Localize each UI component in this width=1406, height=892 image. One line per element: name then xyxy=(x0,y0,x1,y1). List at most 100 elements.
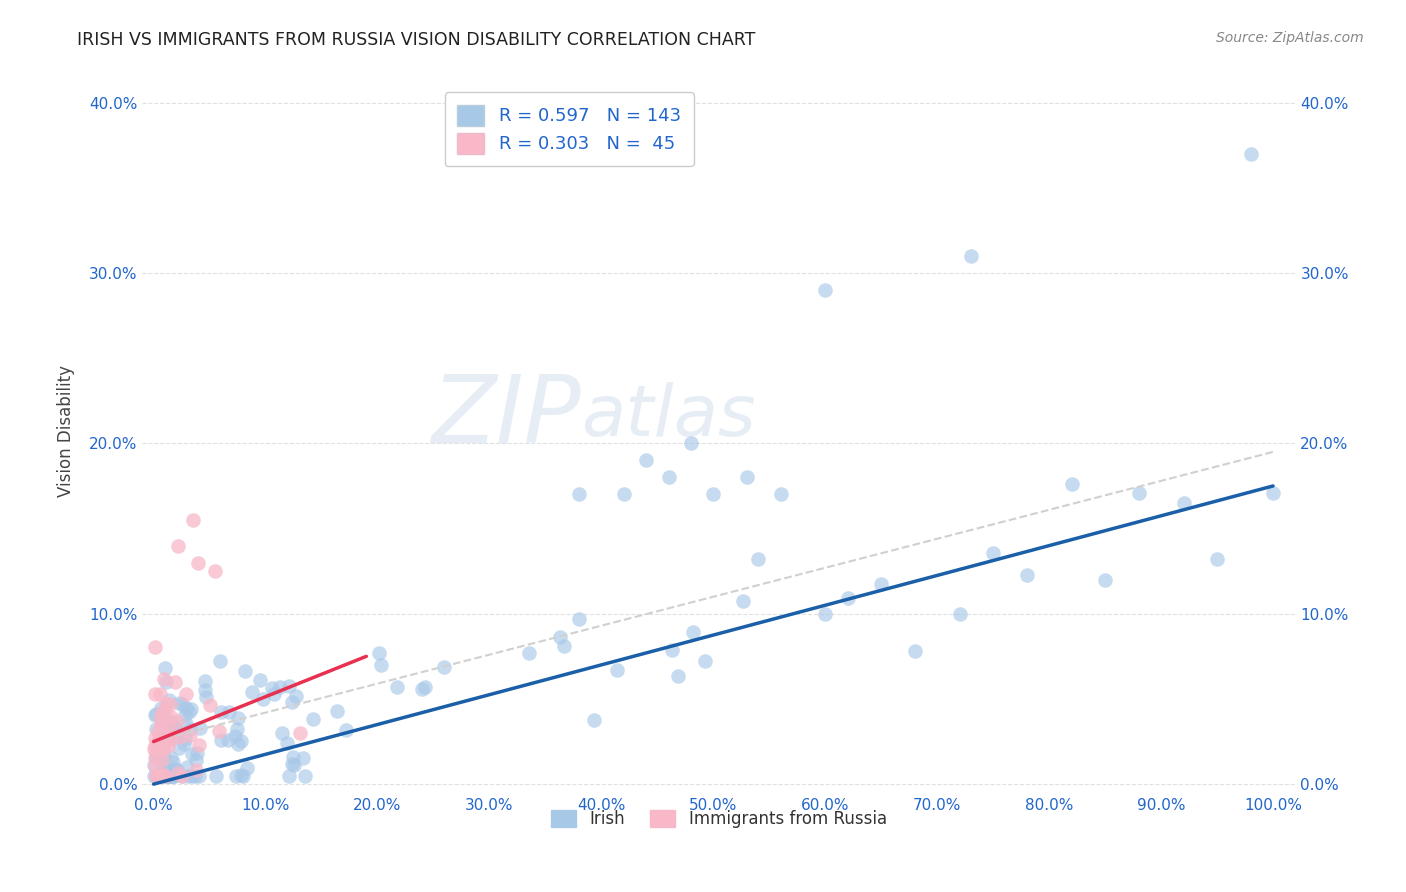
Point xyxy=(184,763,207,777)
Point xyxy=(163,769,186,783)
Point xyxy=(155,731,177,745)
Point xyxy=(165,762,187,776)
Point xyxy=(156,739,179,753)
Point xyxy=(181,769,204,783)
Point xyxy=(1060,476,1083,491)
Point xyxy=(150,768,173,782)
Point xyxy=(155,769,177,783)
Point xyxy=(181,513,204,527)
Point xyxy=(160,710,183,724)
Point xyxy=(548,630,571,644)
Point xyxy=(240,685,263,699)
Point xyxy=(184,753,207,767)
Point xyxy=(153,704,176,718)
Point xyxy=(167,539,190,553)
Point xyxy=(733,594,755,608)
Point xyxy=(155,763,177,777)
Point xyxy=(160,727,183,741)
Point xyxy=(148,769,170,783)
Point xyxy=(1094,574,1116,588)
Point xyxy=(159,769,181,783)
Point xyxy=(695,654,717,668)
Point xyxy=(236,761,259,775)
Point xyxy=(198,698,221,712)
Point xyxy=(294,769,316,783)
Point xyxy=(167,741,190,756)
Point xyxy=(814,283,837,297)
Point xyxy=(194,674,217,689)
Point xyxy=(157,693,180,707)
Point xyxy=(277,679,299,693)
Point xyxy=(837,591,859,606)
Point xyxy=(143,758,166,772)
Point xyxy=(160,714,183,729)
Point xyxy=(159,751,181,765)
Point xyxy=(870,577,893,591)
Point xyxy=(155,674,177,689)
Point xyxy=(174,716,197,731)
Point xyxy=(187,556,209,570)
Point xyxy=(225,769,247,783)
Point xyxy=(368,646,391,660)
Point xyxy=(335,723,357,737)
Point xyxy=(159,732,181,747)
Point xyxy=(156,723,179,738)
Point xyxy=(169,696,191,710)
Text: ZIP: ZIP xyxy=(432,370,581,461)
Point xyxy=(217,732,239,747)
Point xyxy=(160,717,183,731)
Point xyxy=(146,769,169,783)
Point xyxy=(169,730,191,744)
Point xyxy=(413,680,436,694)
Point xyxy=(153,769,176,783)
Point xyxy=(153,761,176,775)
Point xyxy=(224,730,246,744)
Point xyxy=(152,741,174,756)
Point xyxy=(170,769,193,783)
Point xyxy=(613,487,636,501)
Point xyxy=(162,769,184,783)
Point xyxy=(146,769,169,783)
Point xyxy=(226,737,249,751)
Point xyxy=(146,751,169,765)
Point xyxy=(180,702,202,716)
Point xyxy=(145,750,167,764)
Point xyxy=(174,701,197,715)
Point xyxy=(193,683,215,698)
Point xyxy=(233,664,256,678)
Point xyxy=(278,769,301,783)
Point xyxy=(146,737,169,751)
Point xyxy=(145,722,167,736)
Text: atlas: atlas xyxy=(581,382,755,450)
Point xyxy=(568,487,591,501)
Point xyxy=(145,769,167,783)
Point xyxy=(145,640,167,654)
Point xyxy=(179,705,201,719)
Point xyxy=(145,744,167,758)
Point xyxy=(949,607,972,622)
Point xyxy=(702,487,724,501)
Point xyxy=(288,725,311,739)
Point xyxy=(249,673,271,687)
Point xyxy=(981,546,1004,560)
Point xyxy=(209,705,232,719)
Point xyxy=(170,697,193,711)
Point xyxy=(152,768,174,782)
Point xyxy=(179,728,201,742)
Point xyxy=(149,711,172,725)
Point xyxy=(173,737,195,751)
Point xyxy=(769,487,792,501)
Point xyxy=(162,769,184,783)
Point xyxy=(1206,552,1229,566)
Point xyxy=(143,707,166,722)
Point xyxy=(433,659,456,673)
Point xyxy=(162,755,184,769)
Point xyxy=(284,690,307,704)
Point xyxy=(814,607,837,621)
Point xyxy=(658,470,681,484)
Point xyxy=(271,725,294,739)
Point xyxy=(174,708,197,723)
Point xyxy=(747,551,769,566)
Point xyxy=(160,769,183,783)
Point xyxy=(145,706,167,721)
